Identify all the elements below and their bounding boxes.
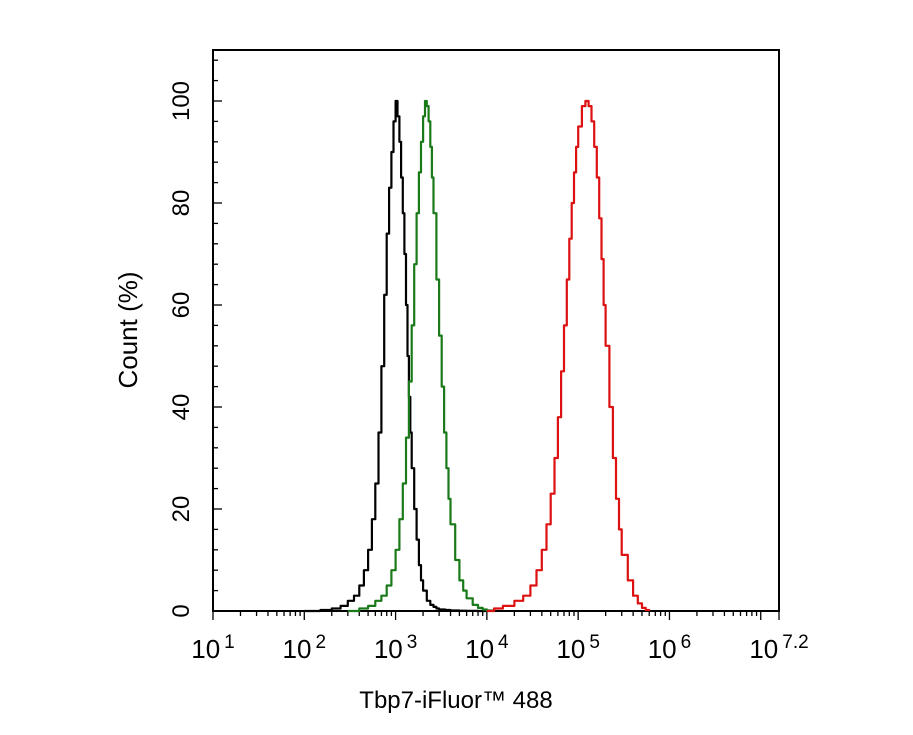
x-axis-label: Tbp7-iFluor™ 488 — [359, 687, 552, 714]
y-axis-label: Count (%) — [113, 271, 143, 388]
series-line-3 — [486, 99, 651, 613]
x-tick-label: 10 6 — [648, 632, 692, 664]
x-tick-label: 10 2 — [283, 632, 327, 664]
plot-frame — [212, 49, 780, 612]
y-tick-label: 100 — [168, 81, 195, 121]
y-tick-label: 80 — [168, 190, 195, 217]
series-line-1 — [304, 99, 487, 613]
x-tick-label: 10 4 — [465, 632, 509, 664]
series-line-2 — [347, 99, 496, 613]
x-tick-label: 10 5 — [556, 632, 600, 664]
x-axis: 10 1 10 2 10 3 10 4 10 5 10 6 10 7.2 — [191, 611, 809, 664]
x-tick-label: 10 7.2 — [749, 632, 808, 664]
y-tick-label: 60 — [168, 292, 195, 319]
x-tick-label: 10 3 — [374, 632, 418, 664]
y-tick-label: 40 — [168, 394, 195, 421]
y-axis: 0 20 40 60 80 100 — [168, 59, 222, 618]
y-tick-label: 20 — [168, 496, 195, 523]
x-tick-label: 10 1 — [191, 632, 235, 664]
y-tick-label: 0 — [168, 604, 195, 617]
series-group — [304, 99, 651, 613]
